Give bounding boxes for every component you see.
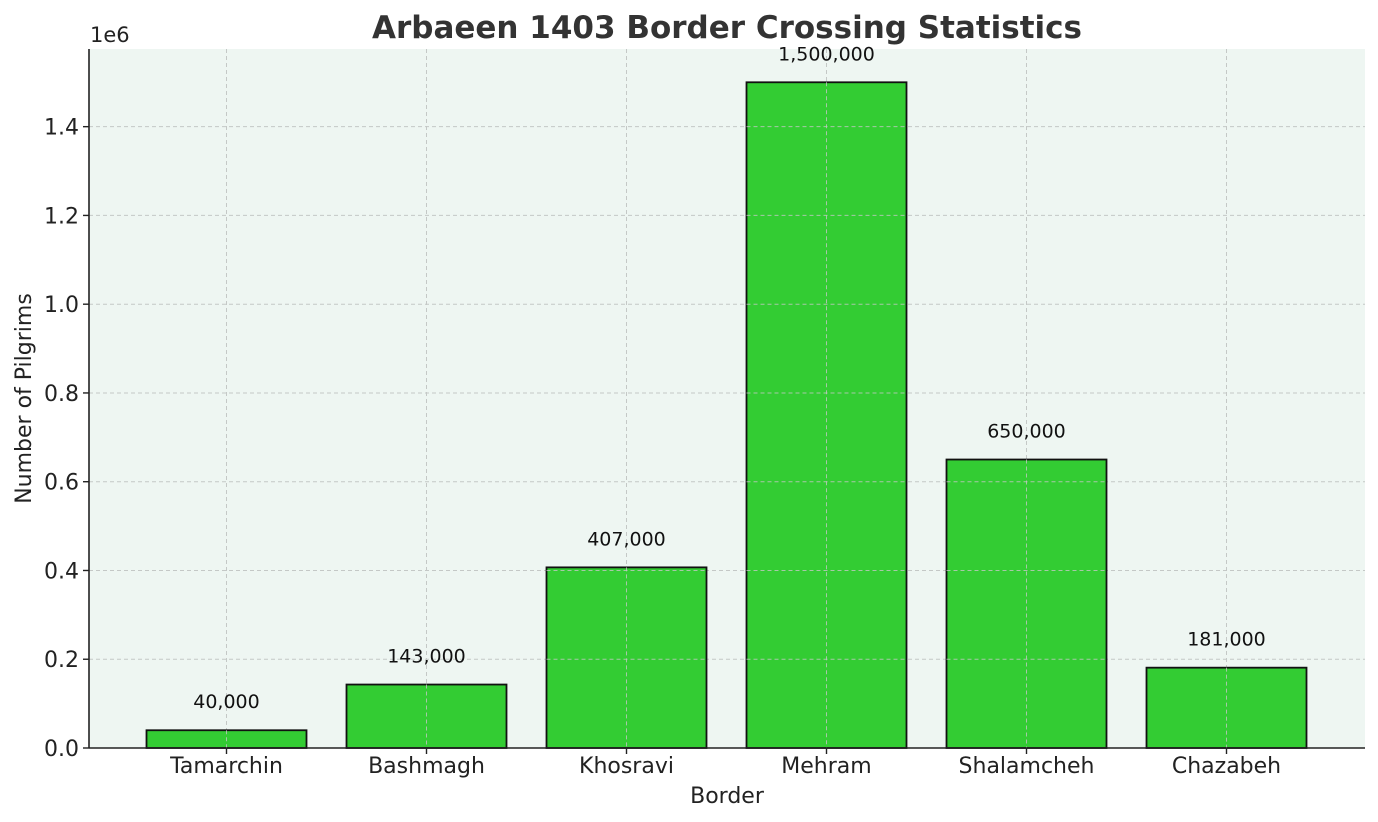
bar-value-label: 40,000: [193, 691, 259, 713]
x-tick-label: Mehram: [781, 754, 871, 779]
x-axis-label: Border: [690, 784, 765, 809]
x-tick-label: Khosravi: [579, 754, 674, 779]
bar-khosravi: [545, 566, 708, 749]
y-tick-label: 0.6: [44, 471, 79, 496]
bar-value-label: 143,000: [387, 646, 466, 668]
y-tick-label: 0.8: [44, 382, 79, 407]
bar-value-label: 1,500,000: [778, 43, 875, 65]
plot-area: [89, 49, 1365, 748]
y-tick-label: 0.2: [44, 648, 79, 673]
y-offset-label: 1e6: [90, 23, 130, 47]
chart-title: Arbaeen 1403 Border Crossing Statistics: [372, 10, 1082, 46]
bar-value-label: 650,000: [987, 421, 1066, 443]
x-tick-label: Bashmagh: [368, 754, 485, 779]
bar-chazabeh: [1145, 666, 1308, 749]
y-axis-label: Number of Pilgrims: [12, 293, 37, 504]
y-tick-label: 0.0: [44, 737, 79, 762]
y-tick-label: 1.0: [44, 293, 79, 318]
bar-value-label: 407,000: [587, 528, 666, 550]
x-tick-label: Chazabeh: [1172, 754, 1281, 779]
y-tick-label: 1.4: [44, 116, 79, 141]
y-tick-label: 1.2: [44, 204, 79, 229]
x-tick-label: Tamarchin: [169, 754, 283, 779]
bar-value-label: 181,000: [1187, 629, 1266, 651]
x-tick-label: Shalamcheh: [959, 754, 1095, 779]
y-tick-label: 0.4: [44, 559, 79, 584]
